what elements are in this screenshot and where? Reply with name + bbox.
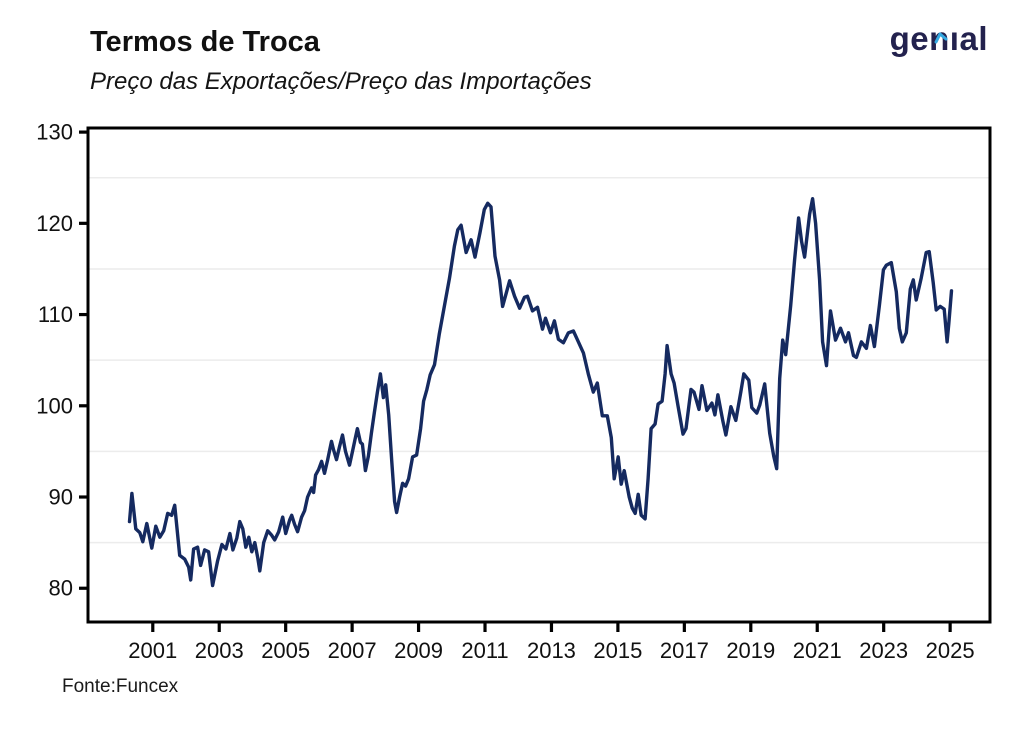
x-tick-label: 2009 xyxy=(394,638,443,663)
x-tick-label: 2011 xyxy=(461,638,508,663)
chart-subtitle: Preço das Exportações/Preço das Importaç… xyxy=(90,68,592,95)
y-tick-label: 90 xyxy=(49,485,73,510)
y-axis: 80 90 100 110 120 130 xyxy=(36,120,88,601)
y-tick-label: 110 xyxy=(38,302,73,327)
x-tick-label: 2015 xyxy=(593,638,642,663)
series-line xyxy=(127,197,954,588)
y-tick-label: 80 xyxy=(49,576,73,601)
y-tick-label: 120 xyxy=(36,211,73,236)
x-tick-label: 2017 xyxy=(660,638,709,663)
x-tick-label: 2005 xyxy=(261,638,310,663)
x-tick-label: 2025 xyxy=(926,638,975,663)
x-tick-label: 2019 xyxy=(726,638,775,663)
x-axis: 2001 2003 2005 2007 2009 2011 2013 2015 2017 2019… xyxy=(128,622,975,663)
y-minor-gridlines xyxy=(88,176,990,544)
x-tick-label: 2001 xyxy=(128,638,177,663)
y-tick-label: 100 xyxy=(36,393,73,418)
genial-logo-text: genıal xyxy=(890,20,988,58)
x-tick-label: 2013 xyxy=(527,638,576,663)
y-tick-label: 130 xyxy=(36,120,73,145)
chart-title: Termos de Troca xyxy=(90,26,320,58)
genial-logo-accent-icon xyxy=(934,32,948,44)
x-tick-label: 2021 xyxy=(793,638,842,663)
x-tick-label: 2007 xyxy=(328,638,377,663)
source-note: Fonte:Funcex xyxy=(62,676,179,697)
plot-border xyxy=(86,126,992,624)
x-tick-label: 2003 xyxy=(195,638,244,663)
x-tick-label: 2023 xyxy=(859,638,908,663)
genial-logo: genıal xyxy=(890,16,988,62)
